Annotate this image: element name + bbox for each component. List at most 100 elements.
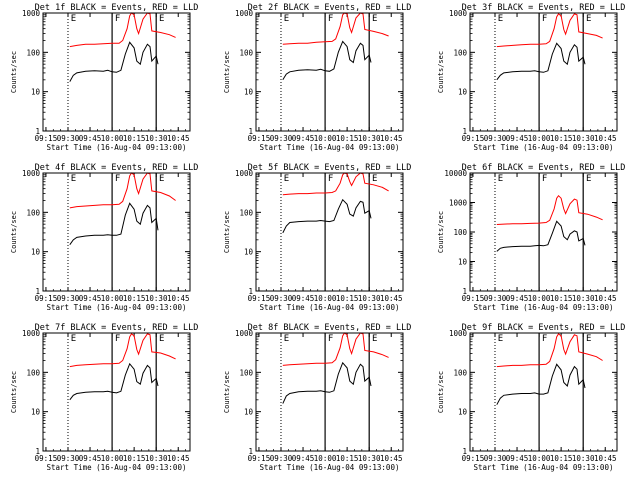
chart-title: Det 3f BLACK = Events, RED = LLD — [462, 3, 626, 13]
x-tick-label: 10:30 — [358, 134, 381, 143]
y-tick-label: 1 — [35, 287, 40, 296]
x-tick-label: 09:15 — [248, 294, 271, 303]
x-tick-label: 09:30 — [270, 134, 293, 143]
segment-marker-label: E — [372, 334, 377, 344]
x-tick-label: 09:30 — [270, 294, 293, 303]
segment-marker-label: F — [542, 334, 547, 344]
segment-marker-label: E — [159, 334, 164, 344]
y-tick-label: 100 — [239, 368, 253, 377]
x-tick-label: 09:30 — [57, 134, 80, 143]
plot-frame — [255, 12, 404, 132]
x-tick-label: 10:00 — [314, 454, 337, 463]
x-tick-label: 10:30 — [358, 454, 381, 463]
segment-marker-label: F — [542, 14, 547, 24]
y-axis-label: Counts/sec — [223, 211, 231, 253]
segment-marker-label: E — [498, 14, 503, 24]
events-series-line — [69, 362, 159, 401]
y-tick-label: 10 — [31, 248, 41, 257]
y-tick-label: 1000 — [22, 329, 41, 338]
y-tick-label: 1000 — [235, 9, 254, 18]
x-tick-label: 10:45 — [380, 454, 403, 463]
x-tick-label: 10:15 — [123, 294, 146, 303]
x-tick-label: 10:45 — [380, 294, 403, 303]
chart-title: Det 9f BLACK = Events, RED = LLD — [462, 323, 626, 333]
x-tick-label: 10:00 — [528, 454, 551, 463]
chart-title: Det 8f BLACK = Events, RED = LLD — [248, 323, 412, 333]
x-tick-label: 09:45 — [292, 454, 315, 463]
segment-marker-label: E — [159, 174, 164, 184]
x-tick-label: 10:15 — [550, 294, 573, 303]
y-tick-label: 1000 — [449, 9, 468, 18]
chart-panel-2: Det 2f BLACK = Events, RED = LLD Counts/s… — [223, 3, 411, 152]
segment-marker-label: E — [372, 14, 377, 24]
x-tick-label: 10:45 — [594, 454, 617, 463]
x-tick-label: 09:30 — [270, 454, 293, 463]
y-tick-label: 10 — [244, 248, 254, 257]
plot-frame — [42, 12, 191, 132]
segment-marker-label: E — [586, 14, 591, 24]
x-tick-label: 10:15 — [123, 454, 146, 463]
x-axis-label: Start Time (16-Aug-04 09:13:00) — [474, 463, 614, 472]
x-tick-label: 09:15 — [35, 454, 58, 463]
x-tick-label: 09:15 — [462, 294, 485, 303]
events-series-line — [496, 220, 586, 252]
x-tick-label: 10:15 — [123, 134, 146, 143]
segment-marker-label: F — [542, 174, 547, 184]
segment-marker-label: E — [284, 174, 289, 184]
x-tick-label: 10:00 — [528, 294, 551, 303]
x-axis-label: Start Time (16-Aug-04 09:13:00) — [47, 143, 187, 152]
y-tick-label: 10000 — [444, 169, 467, 178]
segment-marker-label: F — [328, 334, 333, 344]
x-tick-label: 10:00 — [314, 134, 337, 143]
plot-frame — [42, 332, 191, 452]
y-tick-label: 1 — [462, 127, 467, 136]
x-axis-label: Start Time (16-Aug-04 09:13:00) — [47, 303, 187, 312]
y-tick-label: 100 — [26, 48, 40, 57]
x-tick-label: 10:45 — [167, 454, 190, 463]
events-series-line — [282, 40, 372, 81]
x-tick-label: 10:45 — [167, 294, 190, 303]
chart-panel-4: Det 4f BLACK = Events, RED = LLD Counts/s… — [10, 163, 198, 312]
x-tick-label: 10:30 — [358, 294, 381, 303]
chart-panel-6: Det 6f BLACK = Events, RED = LLD Counts/s… — [437, 163, 625, 312]
y-tick-label: 10 — [31, 88, 41, 97]
y-axis-label: Counts/sec — [437, 371, 445, 413]
lld-series-line — [496, 194, 603, 225]
x-tick-label: 10:30 — [572, 294, 595, 303]
events-series-line — [496, 363, 586, 405]
segment-marker-label: E — [586, 334, 591, 344]
events-series-line — [282, 361, 372, 404]
x-tick-label: 09:45 — [506, 294, 529, 303]
x-tick-label: 09:15 — [248, 454, 271, 463]
y-tick-label: 1000 — [449, 199, 468, 208]
segment-marker-label: F — [328, 174, 333, 184]
segment-marker-label: E — [498, 334, 503, 344]
segment-marker-label: E — [159, 14, 164, 24]
x-tick-label: 10:30 — [145, 294, 168, 303]
x-tick-label: 10:30 — [572, 454, 595, 463]
y-tick-label: 100 — [239, 48, 253, 57]
x-tick-label: 10:45 — [594, 134, 617, 143]
segment-marker-label: E — [586, 174, 591, 184]
x-tick-label: 10:00 — [101, 454, 124, 463]
chart-title: Det 7f BLACK = Events, RED = LLD — [35, 323, 199, 333]
y-tick-label: 100 — [453, 48, 467, 57]
y-tick-label: 10 — [31, 408, 41, 417]
x-tick-label: 09:45 — [506, 134, 529, 143]
x-tick-label: 10:45 — [380, 134, 403, 143]
chart-panel-1: Det 1f BLACK = Events, RED = LLD Counts/s… — [10, 3, 198, 152]
x-axis-label: Start Time (16-Aug-04 09:13:00) — [260, 303, 400, 312]
y-tick-label: 1000 — [235, 169, 254, 178]
y-tick-label: 1000 — [235, 329, 254, 338]
x-tick-label: 10:15 — [550, 134, 573, 143]
x-tick-label: 10:30 — [145, 134, 168, 143]
x-axis-label: Start Time (16-Aug-04 09:13:00) — [260, 463, 400, 472]
x-tick-label: 09:45 — [79, 294, 102, 303]
x-tick-label: 10:15 — [336, 294, 359, 303]
segment-marker-label: E — [284, 14, 289, 24]
segment-marker-label: E — [71, 14, 76, 24]
x-tick-label: 09:30 — [484, 134, 507, 143]
y-axis-label: Counts/sec — [10, 211, 18, 253]
plot-frame — [255, 332, 404, 452]
